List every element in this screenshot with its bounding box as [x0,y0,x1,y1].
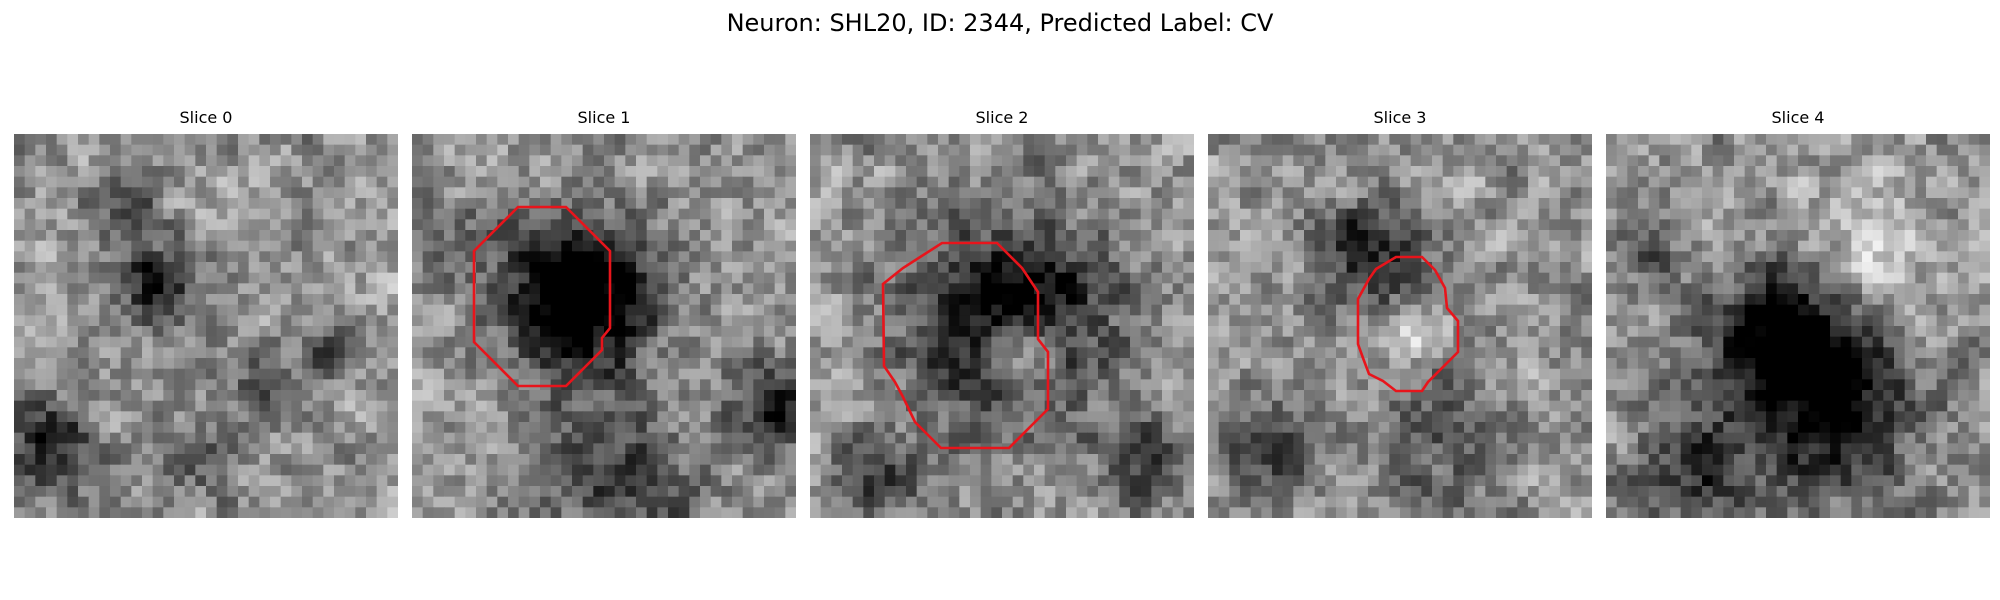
slice-image-0 [14,134,398,518]
roi-contour [881,241,1050,450]
slice-title-3: Slice 3 [1373,108,1427,127]
slice-image-4 [1606,134,1990,518]
roi-contour [1356,255,1460,393]
slice-title-1: Slice 1 [577,108,631,127]
pixel-grid [14,134,398,518]
roi-contour [472,205,612,388]
slice-image-2 [810,134,1194,518]
slice-title-2: Slice 2 [975,108,1029,127]
slice-image-1 [412,134,796,518]
slice-image-3 [1208,134,1592,518]
pixel-grid [412,134,796,518]
figure-title: Neuron: SHL20, ID: 2344, Predicted Label… [726,9,1274,37]
slice-title-0: Slice 0 [179,108,233,127]
pixel-grid [810,134,1194,518]
pixel-grid [1208,134,1592,518]
pixel-grid [1606,134,1990,518]
slice-title-4: Slice 4 [1771,108,1825,127]
